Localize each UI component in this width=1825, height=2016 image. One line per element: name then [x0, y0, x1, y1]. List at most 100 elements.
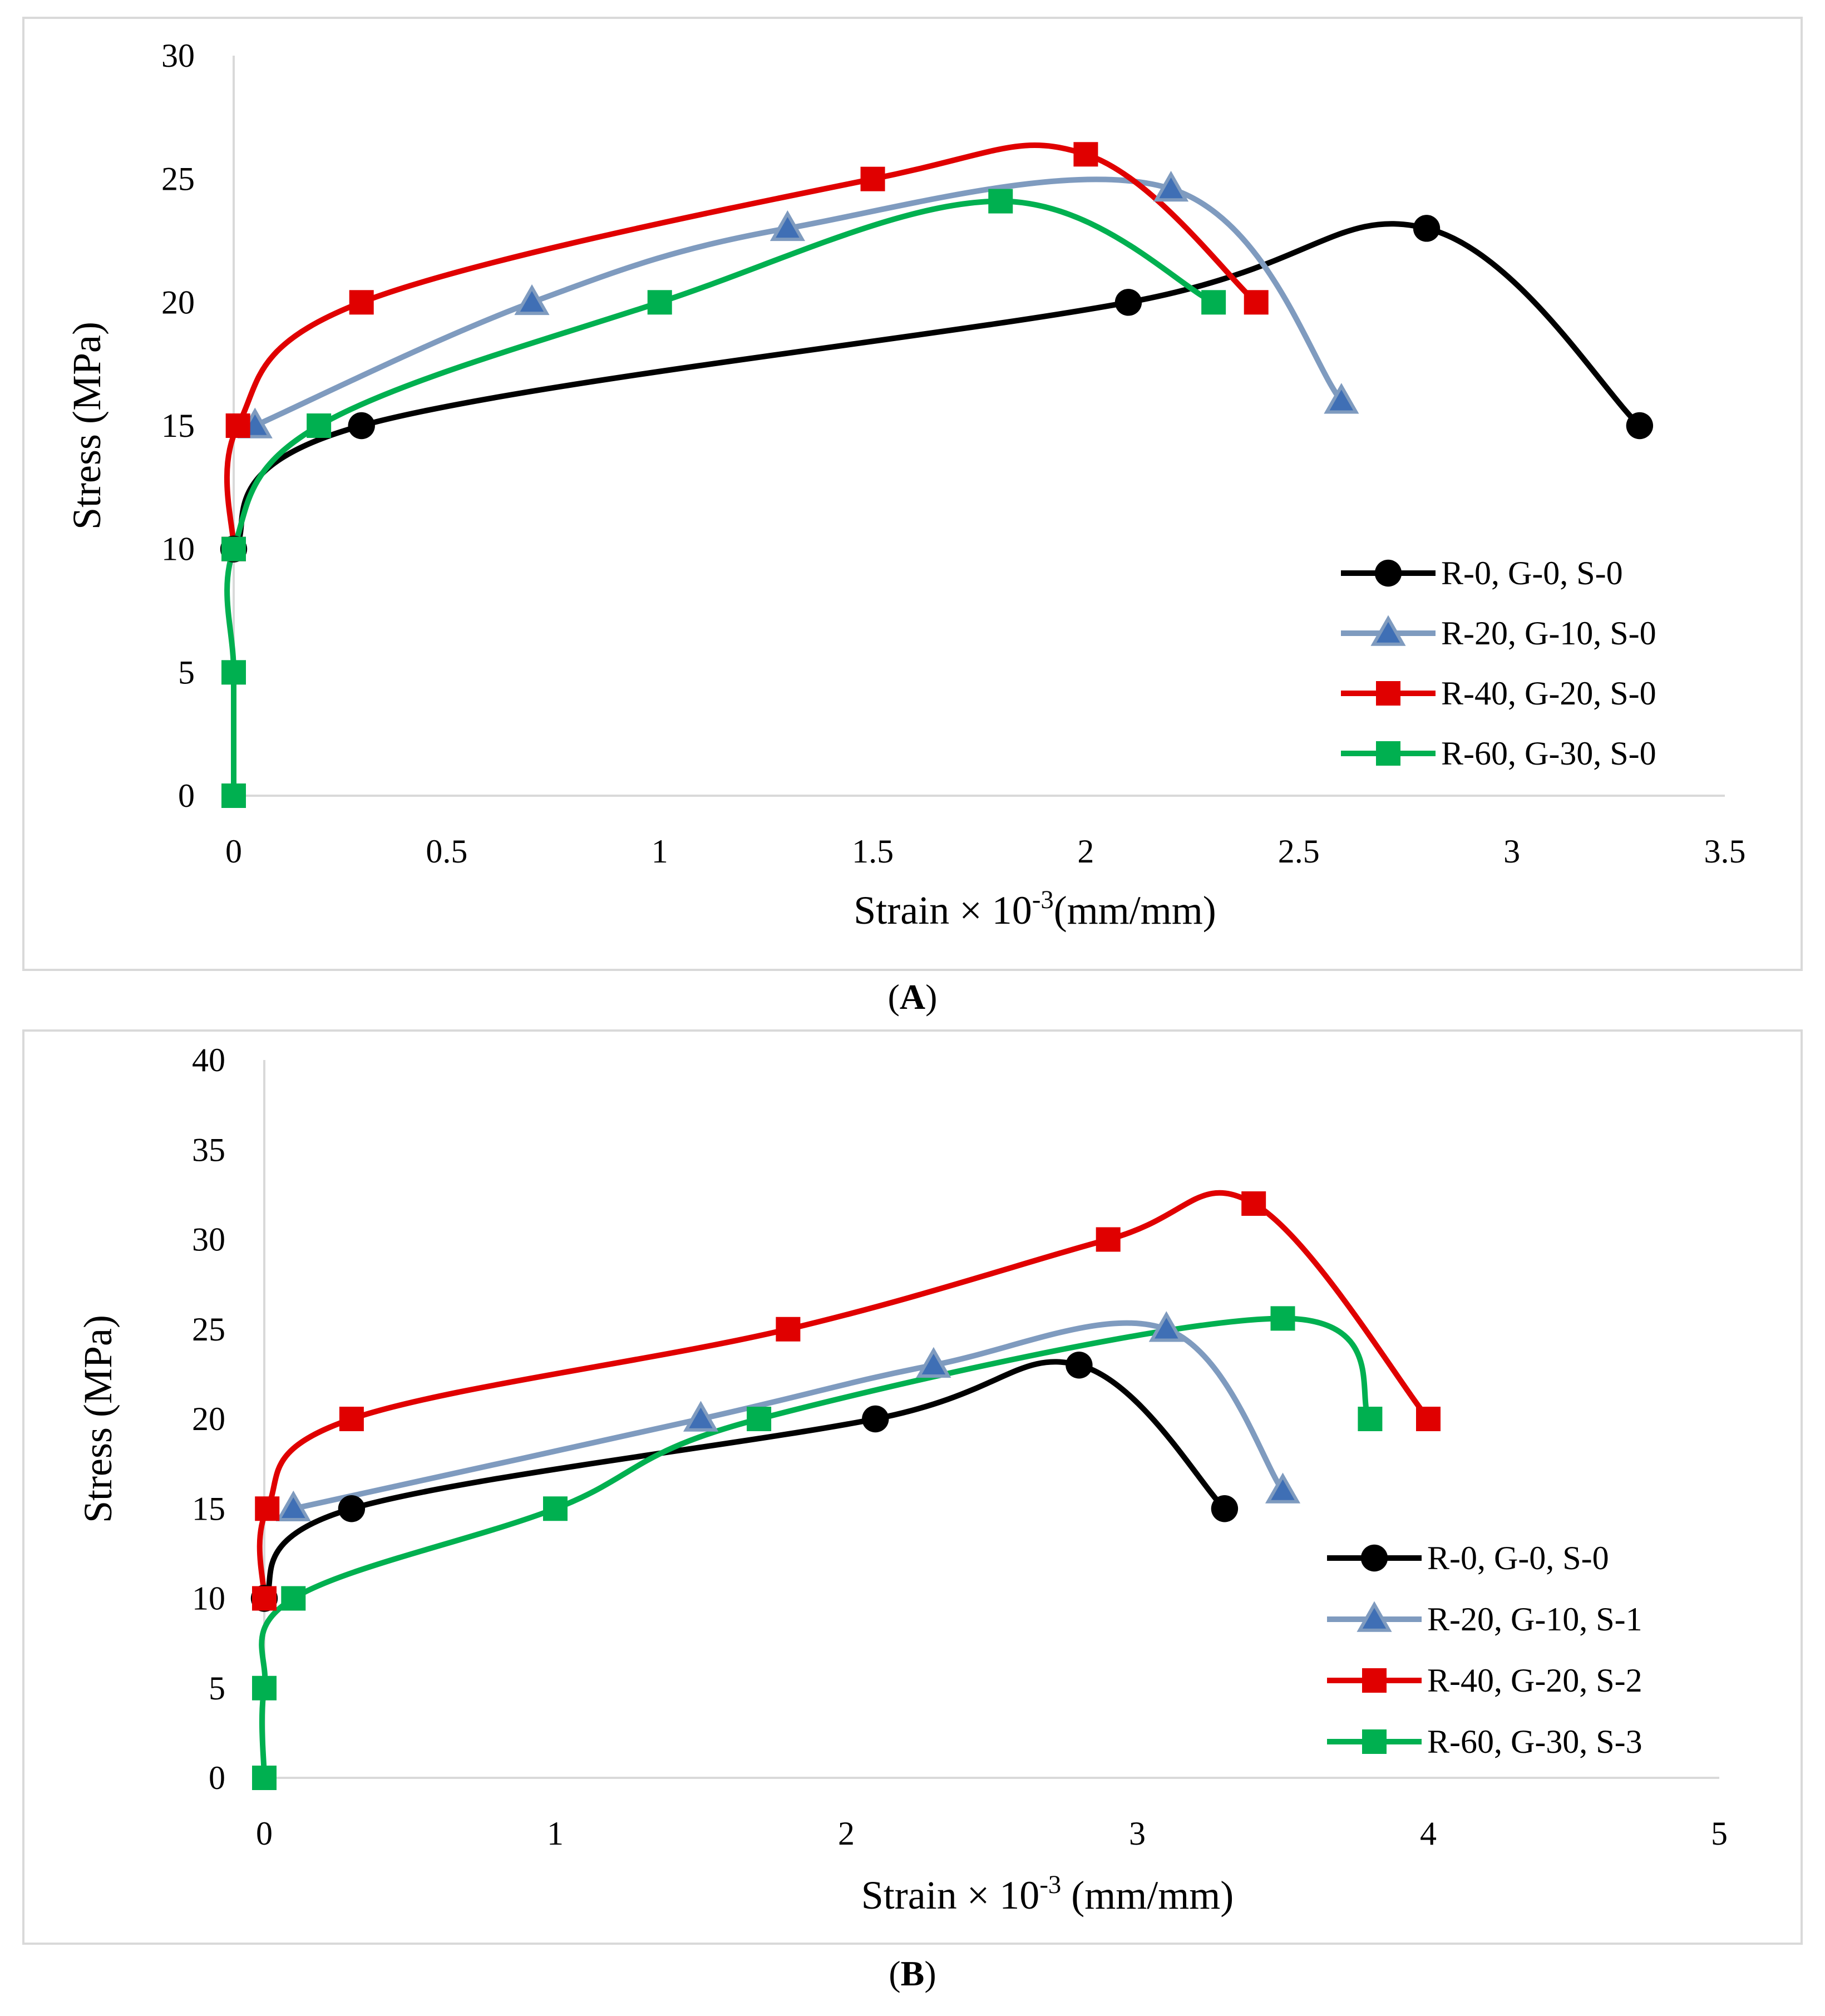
data-point: [1096, 1227, 1121, 1252]
data-point: [1148, 1311, 1184, 1342]
legend-entry: R-60, G-30, S-3: [1427, 1723, 1642, 1760]
legend-marker: [1362, 1668, 1387, 1693]
data-point: [281, 1586, 306, 1611]
data-point: [1358, 1407, 1383, 1431]
y-tick-label: 25: [192, 1311, 225, 1348]
y-tick-label: 15: [192, 1490, 225, 1527]
y-tick-label: 15: [161, 407, 195, 444]
data-point: [221, 783, 246, 808]
y-tick-label: 0: [209, 1759, 225, 1796]
y-tick-label: 20: [192, 1401, 225, 1437]
y-tick-label: 20: [161, 284, 195, 321]
x-axis-label: Strain × 10-3(mm/mm): [854, 885, 1216, 933]
x-axis-label: Strain × 10-3 (mm/mm): [861, 1870, 1234, 1918]
data-point: [348, 412, 375, 440]
data-point: [1241, 1191, 1266, 1216]
legend-marker: [1376, 741, 1400, 766]
data-point: [683, 1401, 719, 1432]
data-point: [860, 166, 885, 191]
x-tick-label: 2: [1077, 833, 1094, 870]
x-tick-label: 0: [256, 1815, 273, 1852]
panel-label-b: (B): [889, 1954, 936, 1993]
y-tick-label: 35: [192, 1131, 225, 1168]
series-line-1: [293, 1320, 1285, 1512]
data-point: [543, 1496, 568, 1521]
series-line-3: [259, 1315, 1373, 1778]
chart-panel-b: [22, 1029, 1803, 1945]
data-point: [1073, 142, 1098, 167]
y-tick-label: 30: [161, 37, 195, 74]
data-point: [349, 290, 374, 315]
series-line-2: [224, 142, 1258, 549]
data-point: [307, 413, 332, 438]
x-tick-label: 3.5: [1704, 833, 1746, 870]
data-point: [338, 1495, 366, 1522]
data-point: [1413, 215, 1441, 242]
legend-marker: [1357, 1601, 1392, 1632]
x-tick-label: 0.5: [426, 833, 467, 870]
chart-panel-a: [22, 17, 1803, 971]
data-point: [225, 413, 250, 438]
data-point: [747, 1407, 772, 1431]
series-line-0: [262, 1359, 1227, 1600]
y-tick-label: 40: [192, 1042, 225, 1078]
data-point: [770, 210, 805, 241]
legend-entry: R-0, G-0, S-0: [1441, 555, 1623, 592]
legend-entry: R-40, G-20, S-2: [1427, 1662, 1642, 1699]
data-point: [1626, 412, 1654, 440]
series-line-1: [254, 176, 1344, 428]
x-tick-label: 2: [838, 1815, 855, 1852]
legend-marker: [1370, 615, 1406, 646]
y-axis-label: Stress (MPa): [76, 1315, 120, 1523]
chart-b: 0 1 2 3 4 5 0 5 10 15 20 25 30 35 40 Strain × 10-3 (mm/…: [76, 1042, 1728, 1918]
y-tick-label: 10: [192, 1580, 225, 1617]
y-tick-label: 0: [178, 777, 195, 814]
data-point: [514, 284, 550, 316]
data-point: [255, 1496, 280, 1521]
legend-entry: R-20, G-10, S-1: [1427, 1601, 1642, 1638]
data-point: [1244, 290, 1269, 315]
data-point: [916, 1347, 951, 1378]
legend-entry: R-20, G-10, S-0: [1441, 615, 1656, 652]
x-tick-label: 2.5: [1278, 833, 1320, 870]
data-point: [252, 1586, 277, 1611]
data-point: [1270, 1306, 1295, 1331]
legend-entry: R-40, G-20, S-0: [1441, 675, 1656, 712]
legend-marker: [1374, 559, 1402, 587]
x-tick-label: 1.5: [852, 833, 894, 870]
legend-entry: R-0, G-0, S-0: [1427, 1540, 1609, 1576]
x-tick-label: 5: [1711, 1815, 1728, 1852]
x-tick-label: 3: [1503, 833, 1520, 870]
chart-a: 0 0.5 1 1.5 2 2.5 3 3.5 0 5 10 15 20 25 30 Strain × 10-…: [65, 37, 1746, 933]
data-point: [1153, 170, 1189, 202]
x-tick-label: 4: [1420, 1815, 1437, 1852]
data-point: [1114, 289, 1142, 316]
data-point: [988, 189, 1013, 214]
data-point: [1416, 1407, 1441, 1431]
data-point: [221, 536, 246, 561]
data-point: [221, 660, 246, 685]
data-point: [862, 1405, 889, 1433]
data-point: [1201, 290, 1226, 315]
data-point: [1324, 383, 1359, 414]
data-point: [1066, 1352, 1093, 1379]
y-axis-label: Stress (MPa): [65, 322, 109, 530]
data-point: [339, 1407, 364, 1431]
series-line-0: [231, 221, 1642, 551]
legend-marker: [1362, 1729, 1387, 1754]
x-tick-label: 1: [547, 1815, 564, 1852]
y-tick-label: 30: [192, 1221, 225, 1258]
data-point: [275, 1490, 311, 1522]
data-point: [1211, 1495, 1239, 1522]
data-point: [647, 290, 672, 315]
series-line-3: [224, 198, 1215, 796]
y-tick-label: 25: [161, 161, 195, 198]
legend-entry: R-60, G-30, S-0: [1441, 735, 1656, 772]
x-tick-label: 1: [652, 833, 668, 870]
legend-marker: [1360, 1544, 1388, 1572]
x-tick-label: 3: [1129, 1815, 1146, 1852]
data-point: [252, 1675, 277, 1700]
legend-marker: [1376, 681, 1400, 706]
panel-label-a: (A): [887, 977, 938, 1017]
